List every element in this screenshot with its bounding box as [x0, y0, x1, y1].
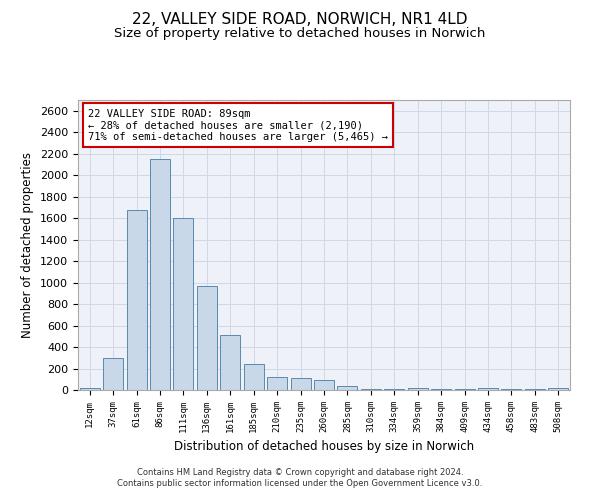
Text: 22, VALLEY SIDE ROAD, NORWICH, NR1 4LD: 22, VALLEY SIDE ROAD, NORWICH, NR1 4LD: [132, 12, 468, 28]
Text: 22 VALLEY SIDE ROAD: 89sqm
← 28% of detached houses are smaller (2,190)
71% of s: 22 VALLEY SIDE ROAD: 89sqm ← 28% of deta…: [88, 108, 388, 142]
Bar: [408, 388, 428, 390]
Bar: [220, 335, 240, 390]
Bar: [244, 364, 263, 390]
Bar: [150, 159, 170, 390]
Bar: [80, 388, 100, 390]
Bar: [337, 386, 358, 390]
Bar: [361, 389, 381, 390]
X-axis label: Distribution of detached houses by size in Norwich: Distribution of detached houses by size …: [174, 440, 474, 454]
Bar: [478, 388, 498, 390]
Bar: [173, 218, 193, 390]
Bar: [127, 210, 146, 390]
Bar: [314, 380, 334, 390]
Y-axis label: Number of detached properties: Number of detached properties: [22, 152, 34, 338]
Bar: [267, 377, 287, 390]
Bar: [290, 378, 311, 390]
Bar: [103, 358, 123, 390]
Text: Contains HM Land Registry data © Crown copyright and database right 2024.
Contai: Contains HM Land Registry data © Crown c…: [118, 468, 482, 487]
Bar: [197, 286, 217, 390]
Bar: [548, 388, 568, 390]
Text: Size of property relative to detached houses in Norwich: Size of property relative to detached ho…: [115, 28, 485, 40]
